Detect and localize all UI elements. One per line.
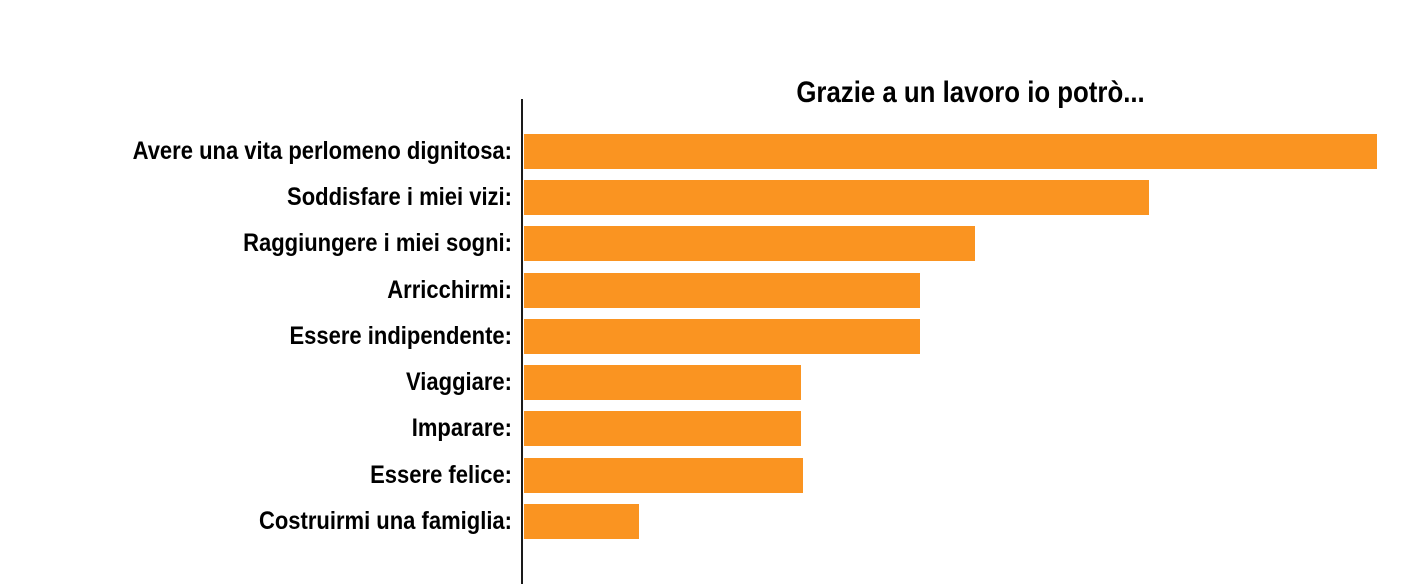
bar bbox=[524, 504, 640, 540]
chart-row: Imparare: bbox=[0, 406, 1417, 452]
chart-row: Costruirmi una famiglia: bbox=[0, 498, 1417, 544]
bar bbox=[524, 318, 920, 354]
category-label: Costruirmi una famiglia: bbox=[258, 507, 512, 536]
category-label: Imparare: bbox=[411, 414, 512, 443]
bar bbox=[524, 272, 920, 308]
category-label: Essere felice: bbox=[370, 460, 512, 489]
bar bbox=[524, 457, 803, 493]
chart-row: Viaggiare: bbox=[0, 359, 1417, 405]
chart-row: Raggiungere i miei sogni: bbox=[0, 221, 1417, 267]
chart-row: Avere una vita perlomeno dignitosa: bbox=[0, 128, 1417, 174]
category-label: Soddisfare i miei vizi: bbox=[287, 182, 512, 211]
category-label: Raggiungere i miei sogni: bbox=[243, 229, 512, 258]
chart-row: Essere felice: bbox=[0, 452, 1417, 498]
bar bbox=[524, 365, 802, 401]
category-label: Viaggiare: bbox=[406, 368, 512, 397]
category-label: Avere una vita perlomeno dignitosa: bbox=[132, 136, 512, 165]
chart-title-text: Grazie a un lavoro io potrò... bbox=[796, 76, 1145, 109]
bar-rows: Avere una vita perlomeno dignitosa: Soddi… bbox=[0, 128, 1417, 545]
bar bbox=[524, 179, 1150, 215]
chart-row: Essere indipendente: bbox=[0, 313, 1417, 359]
y-axis-line bbox=[521, 99, 523, 584]
chart-row: Arricchirmi: bbox=[0, 267, 1417, 313]
bar bbox=[524, 411, 802, 447]
chart-title: Grazie a un lavoro io potrò... bbox=[524, 76, 1417, 110]
bar bbox=[524, 133, 1377, 169]
category-label: Arricchirmi: bbox=[387, 275, 512, 304]
chart-row: Soddisfare i miei vizi: bbox=[0, 174, 1417, 220]
bar bbox=[524, 226, 976, 262]
category-label: Essere indipendente: bbox=[289, 321, 512, 350]
